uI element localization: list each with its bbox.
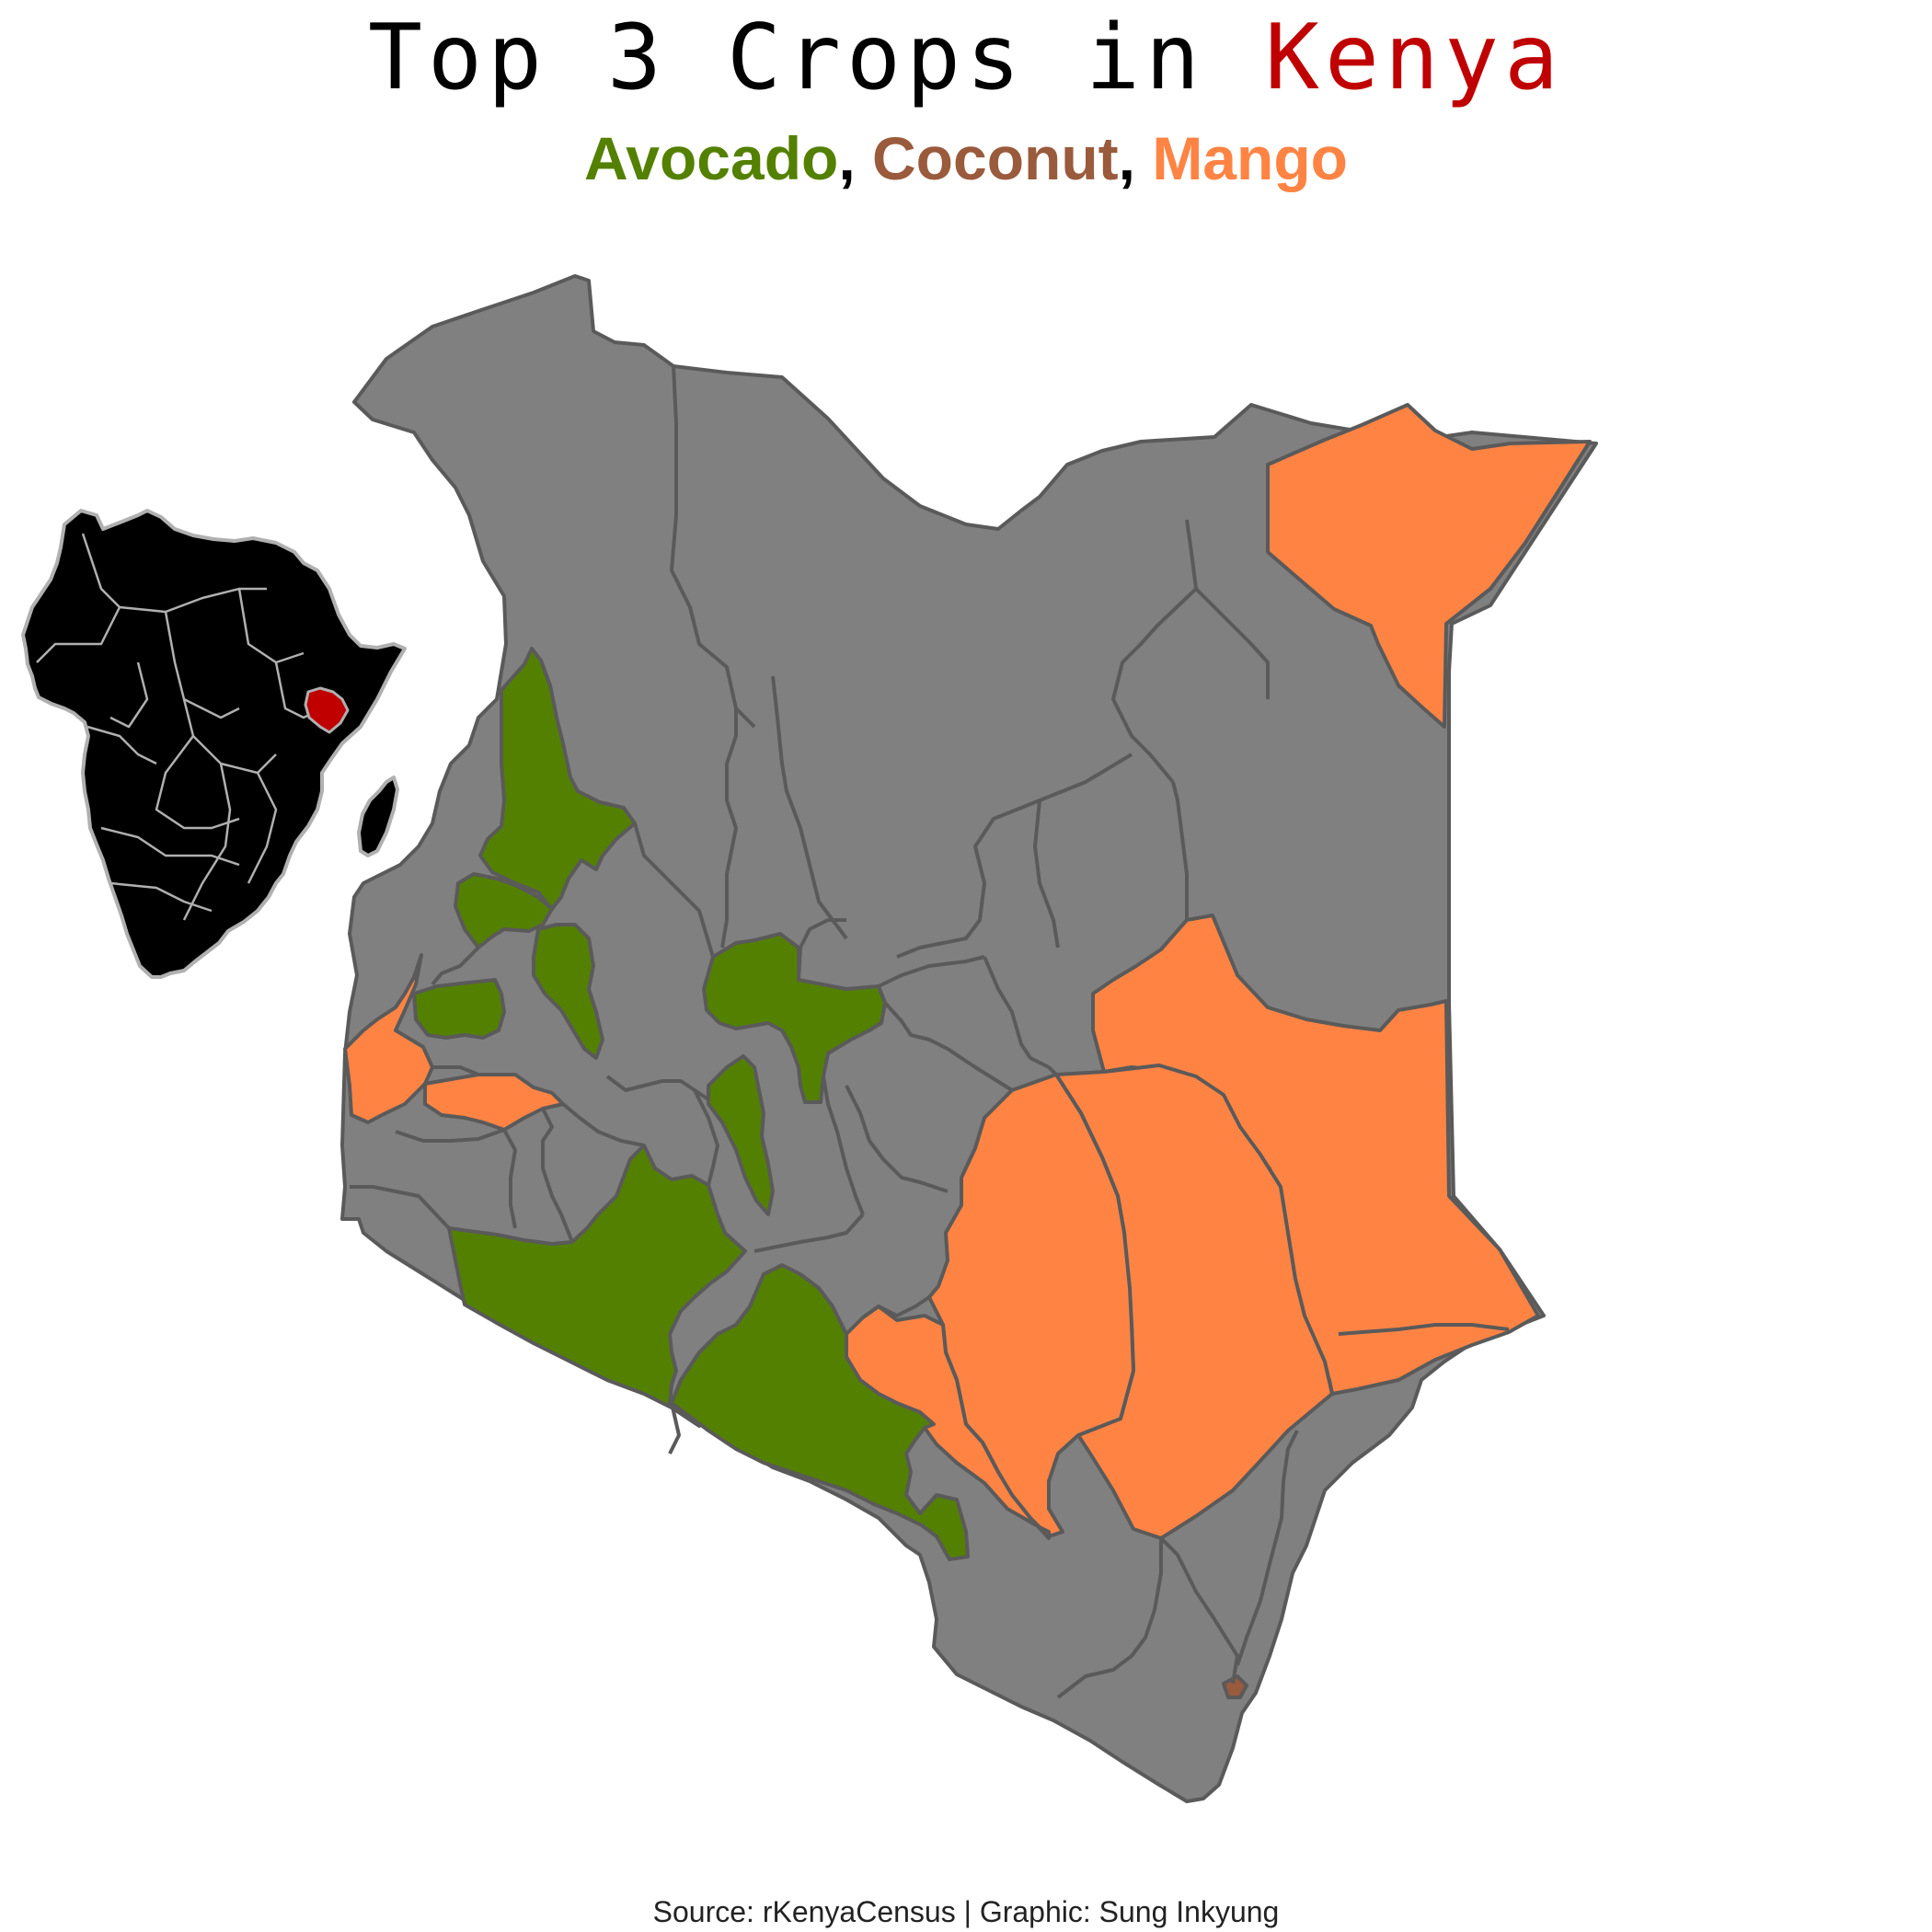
county-mandera xyxy=(1266,403,1592,729)
county-kajiado xyxy=(447,1144,747,1428)
legend-mango: Mango xyxy=(1152,124,1348,192)
title-prefix: Top 3 Crops in xyxy=(367,6,1265,110)
title-country: Kenya xyxy=(1265,6,1565,110)
crop-legend-subtitle: Avocado, Coconut, Mango xyxy=(0,121,1932,195)
county-west-pokot xyxy=(478,647,637,911)
source-caption: Source: rKenyaCensus | Graphic: Sung Ink… xyxy=(652,1895,1280,1928)
madagascar xyxy=(357,776,399,857)
county-kakamega xyxy=(412,978,506,1040)
legend-separator: , xyxy=(838,124,873,192)
county-elgeyo xyxy=(532,923,604,1060)
africa-country-borders xyxy=(36,533,323,921)
county-busia-migori xyxy=(343,953,434,1124)
kenya-highlight xyxy=(304,686,350,734)
africa-continent xyxy=(21,509,407,979)
county-nyandarua-nyeri xyxy=(707,1054,775,1216)
legend-avocado: Avocado xyxy=(584,124,839,192)
county-borders xyxy=(350,365,1510,1699)
legend-separator: , xyxy=(1118,124,1153,192)
county-homa-bay xyxy=(423,1073,565,1132)
county-kwale-taita xyxy=(670,1263,970,1561)
map-title: Top 3 Crops in Kenya xyxy=(0,7,1932,109)
avocado-counties xyxy=(412,647,970,1561)
legend-coconut: Coconut xyxy=(872,124,1119,192)
county-trans-nzoia xyxy=(454,872,554,949)
africa-inset-map xyxy=(21,509,407,979)
mango-counties xyxy=(343,403,1592,1540)
kenya-county-map xyxy=(340,274,1598,1803)
